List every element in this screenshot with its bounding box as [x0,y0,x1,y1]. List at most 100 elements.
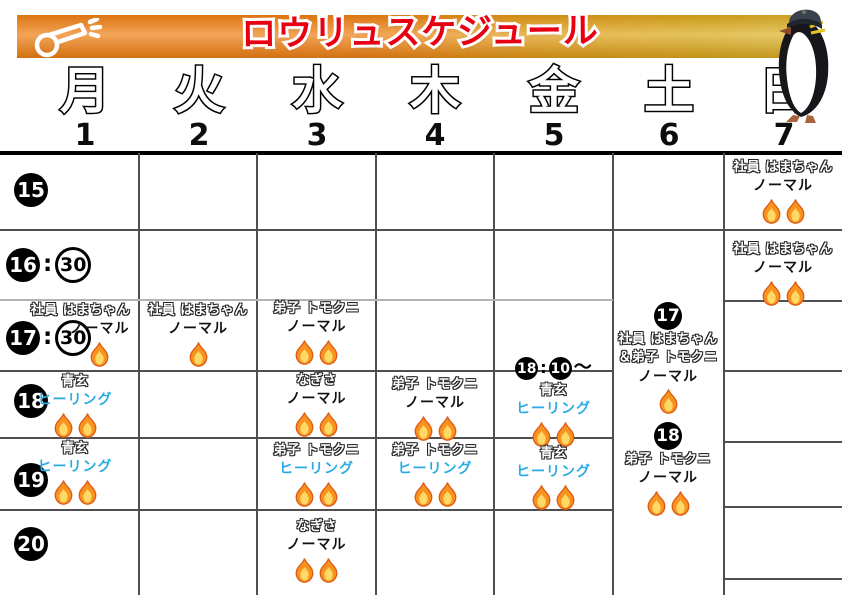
title-banner [17,15,800,58]
session-type: ノーマル [286,319,347,336]
time-label-1630: 16 : 30 [6,247,92,283]
flame-icon [556,422,575,447]
schedule-entry-thu-19: 弟子 トモクニ ヒーリング [376,442,494,507]
entry-time-label: 18 : 10 〜 [515,357,592,380]
time-label-15: 15 [14,173,48,207]
time-circle: 19 [14,463,48,497]
grid-hline [0,229,842,231]
performer-name: 社員 はまちゃん [148,302,248,318]
schedule-entry-mon-1730: 社員 はまちゃん ノーマル [22,302,139,367]
time-label-1730: 17 : 30 [6,320,92,356]
flame-icons [53,480,98,505]
performer-name: 社員 はまちゃん [618,331,718,347]
performer-name: 青玄 [539,445,567,461]
flame-icon [671,491,689,516]
flame-icons [761,281,806,306]
flame-icon [90,342,109,367]
time-suffix: 〜 [573,357,592,379]
time-circle: 20 [14,527,48,561]
date-7: 7 [773,118,795,153]
schedule-entry-wed-1730: 弟子 トモクニ ノーマル [257,300,376,365]
flame-icon [532,485,551,510]
grid-hline [724,370,842,372]
session-type: ヒーリング [516,464,591,481]
performer-name-2: ＆弟子 トモクニ [618,350,718,366]
flame-icons [294,412,339,437]
performer-name: 青玄 [61,373,89,389]
date-3: 3 [306,118,328,153]
penguin-mascot-image [762,0,842,130]
schedule-entry-fri-19: 青玄 ヒーリング [494,445,613,510]
grid-hline [724,578,842,580]
schedule-entry-wed-18: なぎさ ノーマル [257,372,376,437]
grid-vline [375,153,377,595]
grid-vline [723,153,725,595]
flame-icon [295,340,314,365]
flame-icon [319,340,338,365]
flame-icon [295,482,314,507]
minute-circle: 10 [548,357,572,380]
performer-name: 弟子 トモクニ [273,442,360,458]
flame-icon [647,491,665,516]
time-circle: 18 [654,422,682,450]
flame-icons [761,199,806,224]
grid-hline [724,441,842,443]
page-title: ロウリュスケジュール [238,8,602,57]
flame-icons [531,422,576,447]
flame-icon [319,558,338,583]
grid-vline [256,153,258,595]
day-header-fri: 金 [528,62,581,120]
performer-name: 青玄 [61,440,89,456]
session-type: ヒーリング [516,401,591,418]
session-type: ノーマル [638,368,698,385]
day-header-wed: 水 [291,62,344,120]
grid-vline [612,153,614,595]
flame-icon [295,412,314,437]
date-4: 4 [424,118,446,153]
schedule-entry-fri-18: 18 : 10 〜 青玄 ヒーリング [494,357,613,447]
flame-icon [54,480,72,505]
schedule-entry-mon-19: 青玄 ヒーリング [20,440,130,505]
grid-hline [0,370,613,372]
session-type: ノーマル [286,391,347,408]
session-type: ノーマル [753,178,813,195]
flame-icons [188,342,209,367]
session-type: ノーマル [69,321,130,338]
performer-name: 弟子 トモクニ [391,442,479,458]
schedule-entry-thu-18: 弟子 トモクニ ノーマル [376,376,494,441]
time-colon: : [43,323,53,350]
time-colon: : [540,357,547,377]
day-header-tue: 火 [173,62,226,120]
flame-icon [78,413,96,438]
flame-icons [646,491,691,516]
table-top-border [0,151,842,155]
performer-name: 青玄 [539,382,567,398]
date-2: 2 [188,118,210,153]
flame-icon [189,342,207,367]
time-label-19: 19 [14,463,48,497]
session-type: ノーマル [405,395,465,412]
date-5: 5 [543,118,565,153]
flame-icons [413,416,458,441]
schedule-entry-mon-18: 青玄 ヒーリング [20,373,130,438]
flame-icons [294,340,339,365]
time-circle: 18 [14,384,48,418]
schedule-entry-sun-1630: 社員 はまちゃん ノーマル [724,241,842,306]
schedule-entry-wed-19: 弟子 トモクニ ヒーリング [257,442,376,507]
flame-icon [319,482,338,507]
flame-icon [786,199,804,224]
flame-icon [295,558,314,583]
performer-name: 社員 はまちゃん [30,302,131,318]
grid-hline [0,437,613,439]
flame-icon [532,422,551,447]
flame-icon [78,480,96,505]
session-type: ヒーリング [279,461,354,478]
session-type: ノーマル [753,260,813,277]
grid-hline [724,300,842,302]
performer-name: なぎさ [296,372,337,388]
time-circle: 16 [6,248,40,282]
flame-icons [89,342,110,367]
flame-icon [762,281,780,306]
whistle-icon [27,16,119,62]
